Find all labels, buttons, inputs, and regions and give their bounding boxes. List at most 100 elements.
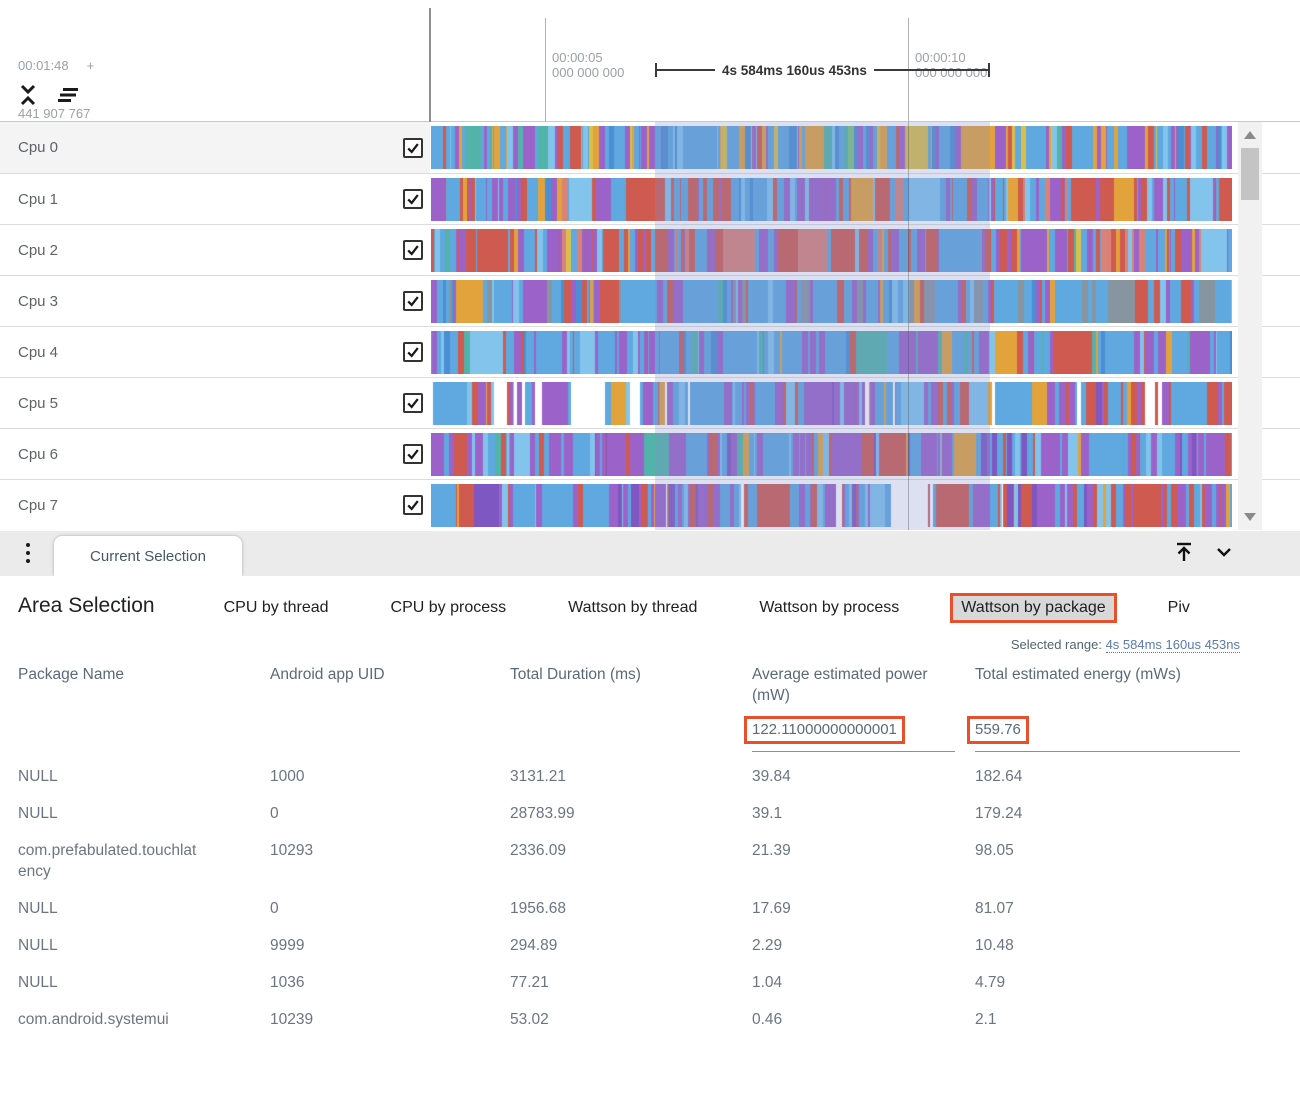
track-checkbox[interactable] — [403, 495, 423, 515]
cpu-activity-track[interactable] — [431, 229, 1232, 272]
scrollbar-up-arrow-icon[interactable] — [1244, 131, 1256, 139]
cpu-activity-track[interactable] — [431, 126, 1232, 169]
column-header-android-app-uid[interactable]: Android app UID — [270, 666, 385, 683]
table-row[interactable]: NULL 0 28783.99 39.1 179.24 — [18, 795, 1240, 832]
analysis-tab[interactable]: Piv — [1167, 599, 1190, 616]
track-label: Cpu 3 — [18, 292, 59, 310]
collapse-panel-chevron-icon[interactable] — [1212, 539, 1236, 565]
collapse-tracks-icon[interactable] — [16, 82, 40, 108]
cpu-activity-track[interactable] — [431, 280, 1232, 323]
tab-current-selection[interactable]: Current Selection — [54, 536, 242, 576]
track-label: Cpu 4 — [18, 343, 59, 361]
panel-title: Area Selection — [18, 594, 155, 617]
track-label-cell[interactable]: Cpu 3 — [0, 276, 430, 326]
cell-total-duration: 77.21 — [510, 974, 549, 991]
track-label-cell[interactable]: Cpu 2 — [0, 225, 430, 275]
cpu-activity-track[interactable] — [431, 484, 1232, 527]
column-header-total-energy[interactable]: Total estimated energy (mWs) — [975, 666, 1181, 683]
cell-android-app-uid: 0 — [270, 805, 279, 822]
cpu-activity-track[interactable] — [431, 382, 1232, 425]
cell-total-duration: 2336.09 — [510, 842, 567, 859]
track-checkbox[interactable] — [403, 393, 423, 413]
track-label-cell[interactable]: Cpu 7 — [0, 480, 430, 530]
cell-android-app-uid: 10239 — [270, 1011, 314, 1028]
cell-average-power: 39.1 — [752, 805, 783, 822]
cell-average-power: 2.29 — [752, 937, 783, 954]
cell-average-power: 39.84 — [752, 768, 791, 785]
track-label: Cpu 6 — [18, 445, 59, 463]
tab-current-selection-label: Current Selection — [90, 547, 206, 565]
table-row[interactable]: com.android.systemui 10239 53.02 0.46 2.… — [18, 1001, 1240, 1038]
expand-panel-icon[interactable] — [1172, 539, 1196, 565]
range-marker: 4s 584ms 160us 453ns — [655, 58, 990, 82]
cell-total-duration: 1956.68 — [510, 900, 567, 917]
track-label: Cpu 5 — [18, 394, 59, 412]
track-label-cell[interactable]: Cpu 0 — [0, 122, 430, 173]
analysis-tab[interactable]: Wattson by process — [759, 599, 900, 616]
analysis-tab[interactable]: Wattson by package — [950, 593, 1117, 623]
cell-android-app-uid: 10293 — [270, 842, 314, 859]
track-checkbox[interactable] — [403, 444, 423, 464]
origin-plus: + — [86, 58, 95, 73]
track-row: Cpu 7 — [0, 479, 1300, 530]
table-body: NULL 1000 3131.21 39.84 182.64 NULL 0 28… — [18, 758, 1240, 1038]
track-checkbox[interactable] — [403, 342, 423, 362]
table-row[interactable]: com.prefabulated.touchlatency 10293 2336… — [18, 832, 1240, 890]
selected-range-link[interactable]: 4s 584ms 160us 453ns — [1105, 637, 1240, 653]
track-row: Cpu 2 — [0, 224, 1300, 275]
cell-total-energy: 81.07 — [975, 900, 1014, 917]
summary-total-energy-cell: 559.76 — [967, 708, 1240, 752]
summary-average-power-value: 122.11000000000001 — [744, 716, 905, 744]
column-header-average-power[interactable]: Average estimated power (mW) — [752, 666, 928, 704]
kebab-menu-icon[interactable] — [24, 541, 32, 565]
cpu-activity-track[interactable] — [431, 331, 1232, 374]
track-checkbox[interactable] — [403, 240, 423, 260]
track-row: Cpu 5 — [0, 377, 1300, 428]
track-checkbox[interactable] — [403, 291, 423, 311]
cell-package-name: NULL — [18, 805, 58, 822]
track-row: Cpu 0 — [0, 122, 1300, 173]
track-label: Cpu 2 — [18, 241, 59, 259]
track-boundary-line — [429, 8, 431, 122]
cell-package-name: NULL — [18, 768, 58, 785]
vertical-scrollbar[interactable] — [1238, 122, 1262, 530]
cell-total-duration: 294.89 — [510, 937, 558, 954]
table-row[interactable]: NULL 1000 3131.21 39.84 182.64 — [18, 758, 1240, 795]
table-row[interactable]: NULL 9999 294.89 2.29 10.48 — [18, 927, 1240, 964]
range-marker-line-left — [655, 69, 715, 71]
sort-tracks-icon[interactable] — [56, 82, 80, 108]
scrollbar-thumb[interactable] — [1241, 148, 1259, 200]
cell-package-name: NULL — [18, 900, 58, 917]
analysis-tab[interactable]: CPU by thread — [223, 599, 329, 616]
cell-total-duration: 3131.21 — [510, 768, 567, 785]
cell-total-duration: 28783.99 — [510, 805, 575, 822]
analysis-tab[interactable]: Wattson by thread — [568, 599, 698, 616]
track-label: Cpu 1 — [18, 190, 59, 208]
column-header-total-duration[interactable]: Total Duration (ms) — [510, 666, 641, 683]
range-marker-line-right — [873, 69, 990, 71]
cell-average-power: 0.46 — [752, 1011, 783, 1028]
track-row: Cpu 3 — [0, 275, 1300, 326]
timeline-ruler: 00:01:48 + 441 907 767 00:00:05 000 000 00… — [0, 0, 1300, 122]
cell-average-power: 21.39 — [752, 842, 791, 859]
table-row[interactable]: NULL 1036 77.21 1.04 4.79 — [18, 964, 1240, 1001]
track-row: Cpu 4 — [0, 326, 1300, 377]
track-checkbox[interactable] — [403, 137, 423, 158]
table-summary-row: 122.11000000000001 559.76 — [18, 708, 1240, 752]
cell-total-energy: 10.48 — [975, 937, 1014, 954]
cpu-activity-track[interactable] — [431, 433, 1232, 476]
track-checkbox[interactable] — [403, 189, 423, 209]
track-label-cell[interactable]: Cpu 5 — [0, 378, 430, 428]
column-header-package-name[interactable]: Package Name — [18, 666, 124, 683]
scrollbar-down-arrow-icon[interactable] — [1244, 513, 1256, 521]
track-label-cell[interactable]: Cpu 1 — [0, 174, 430, 224]
cell-android-app-uid: 0 — [270, 900, 279, 917]
selected-range-label: Selected range: — [1010, 637, 1102, 652]
analysis-tab[interactable]: CPU by process — [390, 599, 507, 616]
range-marker-label: 4s 584ms 160us 453ns — [722, 62, 867, 78]
cpu-activity-track[interactable] — [431, 178, 1232, 221]
track-label-cell[interactable]: Cpu 4 — [0, 327, 430, 377]
cell-android-app-uid: 1000 — [270, 768, 305, 785]
table-row[interactable]: NULL 0 1956.68 17.69 81.07 — [18, 890, 1240, 927]
track-label-cell[interactable]: Cpu 6 — [0, 429, 430, 479]
